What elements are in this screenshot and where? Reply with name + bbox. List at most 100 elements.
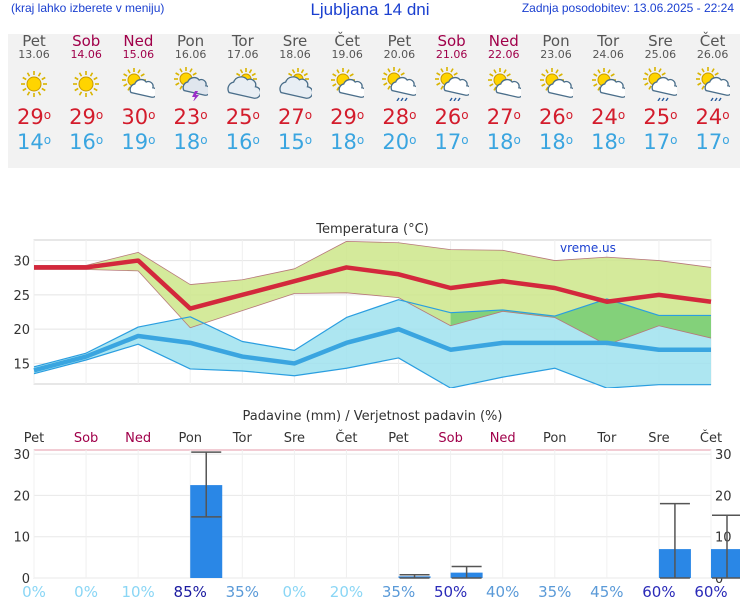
day-name: Pet — [22, 32, 46, 50]
min-temp: 18o — [165, 129, 217, 155]
sun-rain-icon — [643, 67, 678, 101]
sun-cloud-icon — [592, 68, 626, 98]
y-tick-label: 0 — [22, 572, 30, 587]
day-name: Čet — [334, 32, 360, 50]
location-menu-note[interactable]: (kraj lahko izberete v meniju) — [11, 1, 165, 15]
day-date: 14.06 — [70, 48, 102, 61]
sun-cloud-icon — [540, 68, 573, 98]
degree-sign: o — [200, 133, 208, 147]
degree-sign: o — [461, 108, 469, 122]
max-temp-value: 26 — [538, 105, 566, 129]
day-column: Ned 15.06 30o 19o — [112, 34, 164, 155]
day-name: Sre — [282, 32, 308, 50]
degree-sign: o — [409, 108, 417, 122]
y-tick-label: 30 — [13, 448, 30, 463]
max-temp: 24o — [582, 105, 634, 129]
x-tick-label: Pet — [388, 431, 408, 446]
day-date: 19.06 — [331, 48, 363, 61]
error-bar — [399, 573, 430, 579]
sun-cloud-icon — [487, 68, 521, 98]
max-temp: 28o — [373, 105, 425, 129]
max-temp-value: 27 — [277, 105, 305, 129]
day-date: 18.06 — [279, 48, 311, 61]
min-temp-value: 16 — [225, 130, 253, 154]
max-temp-value: 24 — [591, 105, 618, 129]
max-temp: 26o — [530, 105, 582, 129]
x-tick-label: Ned — [125, 431, 151, 446]
last-updated: Zadnja posodobitev: 13.06.2025 - 22:24 — [521, 1, 734, 15]
day-column: Ned 22.06 27o 18o — [478, 34, 530, 155]
min-temp: 20o — [373, 129, 425, 155]
max-temp-value: 23 — [173, 105, 201, 129]
y-tick-label-right: 20 — [715, 489, 732, 504]
x-tick-label: Pon — [543, 431, 567, 446]
degree-sign: o — [722, 108, 730, 122]
degree-sign: o — [409, 133, 417, 147]
day-name: Sre — [648, 32, 673, 50]
error-bar — [451, 565, 482, 579]
min-temp-value: 18 — [486, 130, 514, 154]
precip-probability: 35% — [226, 583, 259, 600]
min-temp-value: 19 — [121, 130, 149, 154]
sun-icon — [73, 71, 100, 97]
day-name: Tor — [231, 32, 254, 50]
min-band-upper-edge — [33, 298, 711, 368]
day-column: Pet 13.06 29o 14o — [8, 34, 60, 155]
min-temp: 17o — [687, 129, 739, 155]
precip-probability: 50% — [434, 583, 467, 600]
day-date: 25.06 — [644, 48, 677, 61]
day-date: 23.06 — [540, 48, 572, 61]
x-tick-label: Čet — [335, 430, 357, 446]
max-temp: 30o — [112, 105, 164, 129]
max-temp-value: 26 — [434, 105, 462, 129]
degree-sign: o — [95, 133, 104, 147]
cloud-sun-icon — [227, 68, 260, 99]
day-column: Tor 24.06 24o 18o — [582, 34, 634, 155]
precipitation-chart: Padavine (mm) / Verjetnost padavin (%) Pe… — [13, 409, 740, 600]
day-column: Sob 14.06 29o 16o — [60, 34, 112, 155]
min-temp-value: 18 — [538, 130, 566, 154]
max-temp: 26o — [426, 105, 478, 129]
x-tick-label: Pon — [178, 431, 202, 446]
day-column: Čet 19.06 29o 18o — [321, 34, 373, 155]
y-tick-label: 30 — [13, 255, 30, 270]
day-column: Pon 16.06 23o 18o — [165, 34, 217, 155]
max-temp: 24o — [687, 105, 739, 129]
max-band-lower-edge — [34, 269, 712, 346]
degree-sign: o — [304, 133, 313, 147]
precip-probability: 10% — [121, 583, 154, 600]
max-temp: 23o — [165, 105, 217, 129]
precip-probability: 0% — [74, 583, 98, 600]
degree-sign: o — [565, 133, 574, 147]
min-temp-line — [33, 326, 711, 373]
degree-sign: o — [148, 133, 156, 147]
max-temp-value: 29 — [16, 105, 44, 129]
max-temp-line — [34, 258, 712, 311]
max-temp-value: 29 — [69, 105, 96, 129]
min-band-lower-edge — [33, 343, 711, 388]
day-name: Ned — [488, 32, 519, 50]
x-tick-label: Sob — [74, 431, 98, 446]
max-temp-value: 25 — [225, 105, 253, 129]
day-name: Pon — [542, 32, 570, 50]
watermark: vreme.us — [560, 241, 616, 255]
day-date: 22.06 — [488, 48, 520, 61]
min-temp: 16o — [217, 129, 269, 155]
error-bar — [712, 514, 740, 579]
degree-sign: o — [200, 108, 208, 122]
precip-probability: 40% — [486, 583, 519, 600]
x-tick-label: Ned — [490, 431, 516, 446]
degree-sign: o — [617, 108, 626, 122]
day-name: Tor — [597, 32, 620, 50]
max-temp-value: 24 — [695, 105, 723, 129]
precip-bar — [711, 549, 740, 578]
sun-rain-icon — [695, 67, 730, 101]
degree-sign: o — [43, 108, 52, 122]
min-temp-value: 20 — [382, 130, 410, 154]
chart-title: Padavine (mm) / Verjetnost padavin (%) — [243, 409, 503, 424]
day-name: Pet — [387, 32, 412, 50]
day-name: Čet — [699, 32, 726, 50]
max-temp-value: 27 — [486, 105, 514, 129]
max-temp-value: 25 — [643, 105, 671, 129]
